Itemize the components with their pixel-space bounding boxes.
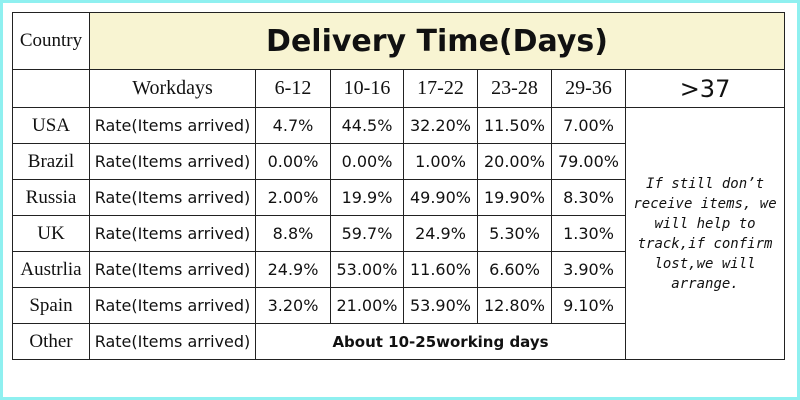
rate-value: 12.80% bbox=[477, 287, 552, 324]
range-header: 29-36 bbox=[551, 69, 626, 108]
rate-value: 53.00% bbox=[330, 251, 404, 288]
rate-value: 19.9% bbox=[330, 179, 404, 216]
country-name: Spain bbox=[12, 287, 90, 324]
table-row: USA Rate(Items arrived) 4.7% 44.5% 32.20% 11.… bbox=[12, 107, 786, 360]
column-label: Workdays bbox=[89, 69, 256, 108]
rate-value: 49.90% bbox=[403, 179, 478, 216]
country-name: USA bbox=[12, 107, 90, 144]
rate-value: 5.30% bbox=[477, 215, 552, 252]
table-row: Russia Rate(Items arrived) 2.00% 19.9% 49.90… bbox=[12, 179, 785, 216]
rate-value: 59.7% bbox=[330, 215, 404, 252]
rate-value: 2.00% bbox=[255, 179, 331, 216]
table-row: Other Rate(Items arrived) About 10-25worki… bbox=[12, 323, 785, 360]
range-header: 6-12 bbox=[255, 69, 331, 108]
country-name: Brazil bbox=[12, 143, 90, 180]
table-row: Spain Rate(Items arrived) 3.20% 21.00% 53.90… bbox=[12, 287, 785, 324]
rate-value: 20.00% bbox=[477, 143, 552, 180]
rate-value: 11.50% bbox=[477, 107, 552, 144]
rate-label: Rate(Items arrived) bbox=[89, 143, 256, 180]
rate-value: 0.00% bbox=[330, 143, 404, 180]
rate-value: 24.9% bbox=[403, 215, 478, 252]
rate-value: 53.90% bbox=[403, 287, 478, 324]
table-body: Country Delivery Time(Days) Workdays 6-12 10… bbox=[12, 12, 786, 360]
empty-cell bbox=[12, 69, 90, 108]
header-title: Delivery Time(Days) bbox=[88, 12, 786, 70]
table-row: Workdays 6-12 10-16 17-22 23-28 29-36 >37 bbox=[12, 69, 786, 108]
rate-value: 8.8% bbox=[255, 215, 331, 252]
rate-value: 44.5% bbox=[330, 107, 404, 144]
range-header: 23-28 bbox=[477, 69, 552, 108]
rate-value: 1.00% bbox=[403, 143, 478, 180]
rate-value: 3.90% bbox=[551, 251, 626, 288]
rate-label: Rate(Items arrived) bbox=[89, 215, 256, 252]
rate-label: Rate(Items arrived) bbox=[89, 179, 256, 216]
rate-value: 24.9% bbox=[255, 251, 331, 288]
note: If still don’t receive items, we will he… bbox=[624, 107, 786, 360]
country-name: Russia bbox=[12, 179, 90, 216]
rate-label: Rate(Items arrived) bbox=[89, 323, 256, 360]
country-name: UK bbox=[12, 215, 90, 252]
rate-value: 32.20% bbox=[403, 107, 478, 144]
table-row: Austrlia Rate(Items arrived) 24.9% 53.00% 11… bbox=[12, 251, 785, 288]
rate-value: 11.60% bbox=[403, 251, 478, 288]
rate-value: 19.90% bbox=[477, 179, 552, 216]
rate-value: 6.60% bbox=[477, 251, 552, 288]
rate-value: 9.10% bbox=[551, 287, 626, 324]
range-header: 17-22 bbox=[403, 69, 478, 108]
rate-value: 21.00% bbox=[330, 287, 404, 324]
range-header: 10-16 bbox=[330, 69, 404, 108]
header-country: Country bbox=[12, 12, 90, 70]
country-name: Austrlia bbox=[12, 251, 90, 288]
delivery-table: Country Delivery Time(Days) Workdays 6-12 10… bbox=[12, 12, 786, 360]
rate-label: Rate(Items arrived) bbox=[89, 107, 256, 144]
country-name: Other bbox=[12, 323, 90, 360]
rate-value: 3.20% bbox=[255, 287, 331, 324]
rate-value: 4.7% bbox=[255, 107, 331, 144]
rate-value: 8.30% bbox=[551, 179, 626, 216]
rate-value: 79.00% bbox=[551, 143, 626, 180]
table-row: Country Delivery Time(Days) bbox=[12, 12, 786, 70]
rate-value: 0.00% bbox=[255, 143, 331, 180]
rate-value: 7.00% bbox=[551, 107, 626, 144]
rate-label: Rate(Items arrived) bbox=[89, 287, 256, 324]
rate-label: Rate(Items arrived) bbox=[89, 251, 256, 288]
range-header: >37 bbox=[624, 69, 786, 108]
rate-value: 1.30% bbox=[551, 215, 626, 252]
other-text: About 10-25working days bbox=[255, 323, 626, 360]
